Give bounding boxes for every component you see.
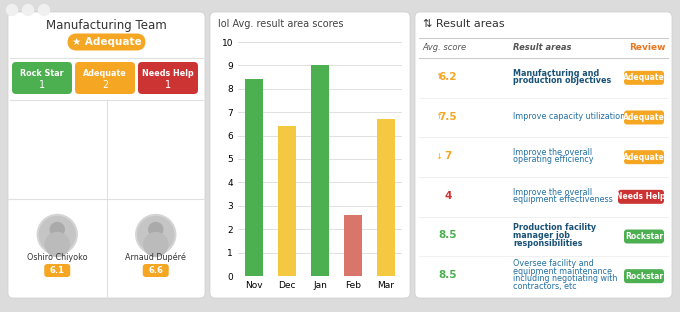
Text: Rockstar: Rockstar — [625, 232, 663, 241]
Text: production objectives: production objectives — [513, 76, 611, 85]
Text: Result areas: Result areas — [513, 43, 571, 52]
FancyBboxPatch shape — [624, 110, 664, 124]
Text: 6.1: 6.1 — [50, 266, 65, 275]
Circle shape — [39, 4, 50, 16]
Text: 6.6: 6.6 — [148, 266, 163, 275]
FancyBboxPatch shape — [44, 264, 70, 277]
Text: Arnaud Dupéré: Arnaud Dupéré — [125, 253, 186, 262]
FancyBboxPatch shape — [624, 150, 664, 164]
FancyBboxPatch shape — [618, 190, 664, 204]
Circle shape — [136, 215, 175, 255]
Text: 2: 2 — [102, 80, 108, 90]
Text: responsibilities: responsibilities — [513, 238, 583, 247]
Circle shape — [22, 4, 33, 16]
Bar — [311, 66, 329, 276]
Bar — [245, 80, 263, 276]
Circle shape — [7, 4, 18, 16]
FancyBboxPatch shape — [624, 71, 664, 85]
Text: Needs Help: Needs Help — [616, 192, 666, 201]
Text: 7.5: 7.5 — [439, 111, 458, 121]
Text: Oversee facility and: Oversee facility and — [513, 259, 594, 268]
Text: 6.2: 6.2 — [439, 72, 457, 82]
Circle shape — [143, 232, 168, 256]
Circle shape — [50, 222, 64, 236]
Text: 8.5: 8.5 — [439, 231, 457, 241]
FancyBboxPatch shape — [67, 33, 146, 51]
FancyBboxPatch shape — [12, 62, 72, 94]
Text: Improve the overall: Improve the overall — [513, 148, 592, 157]
Circle shape — [46, 232, 69, 256]
Text: Production facility: Production facility — [513, 223, 596, 232]
Text: Improve capacity utilization: Improve capacity utilization — [513, 112, 625, 121]
FancyBboxPatch shape — [210, 12, 410, 298]
Text: 4: 4 — [444, 191, 452, 201]
Circle shape — [138, 217, 174, 252]
Text: equipment maintenance: equipment maintenance — [513, 267, 612, 276]
Circle shape — [149, 222, 163, 236]
FancyBboxPatch shape — [8, 12, 205, 298]
Text: ↑: ↑ — [435, 72, 443, 81]
Text: Adequate: Adequate — [83, 69, 127, 77]
FancyBboxPatch shape — [624, 269, 664, 283]
FancyBboxPatch shape — [75, 62, 135, 94]
FancyBboxPatch shape — [143, 264, 169, 277]
Text: 1: 1 — [165, 80, 171, 90]
FancyBboxPatch shape — [415, 12, 672, 298]
Text: manager job: manager job — [513, 231, 570, 240]
Circle shape — [39, 217, 75, 252]
Text: 1: 1 — [39, 80, 45, 90]
Text: equipment effectiveness: equipment effectiveness — [513, 195, 613, 204]
Text: Rockstar: Rockstar — [625, 272, 663, 281]
Text: Needs Help: Needs Help — [142, 69, 194, 77]
Text: operating efficiency: operating efficiency — [513, 155, 594, 164]
Text: Avg. score: Avg. score — [423, 43, 467, 52]
Text: ★ Adequate: ★ Adequate — [71, 37, 141, 47]
Text: Oshiro Chiyoko: Oshiro Chiyoko — [27, 253, 88, 262]
Text: Manufacturing Team: Manufacturing Team — [46, 18, 167, 32]
Text: ↓: ↓ — [435, 152, 443, 161]
FancyBboxPatch shape — [624, 230, 664, 243]
Text: including negotiating with: including negotiating with — [513, 275, 617, 283]
FancyBboxPatch shape — [138, 62, 198, 94]
Text: Rock Star: Rock Star — [20, 69, 64, 77]
Text: Adequate: Adequate — [623, 73, 665, 82]
Text: Review: Review — [630, 43, 666, 52]
Text: lol Avg. result area scores: lol Avg. result area scores — [218, 19, 343, 29]
Text: ↑: ↑ — [435, 112, 443, 121]
Text: Adequate: Adequate — [623, 113, 665, 122]
Bar — [344, 215, 362, 276]
Text: contractors, etc: contractors, etc — [513, 282, 577, 291]
Text: ⇅ Result areas: ⇅ Result areas — [423, 19, 505, 29]
Text: 8.5: 8.5 — [439, 270, 457, 280]
Bar — [278, 126, 296, 276]
Text: Improve the overall: Improve the overall — [513, 188, 592, 197]
Text: Manufacturing and: Manufacturing and — [513, 69, 599, 78]
Text: 7: 7 — [444, 151, 452, 161]
Text: Adequate: Adequate — [623, 153, 665, 162]
Bar — [377, 119, 394, 276]
Circle shape — [37, 215, 78, 255]
